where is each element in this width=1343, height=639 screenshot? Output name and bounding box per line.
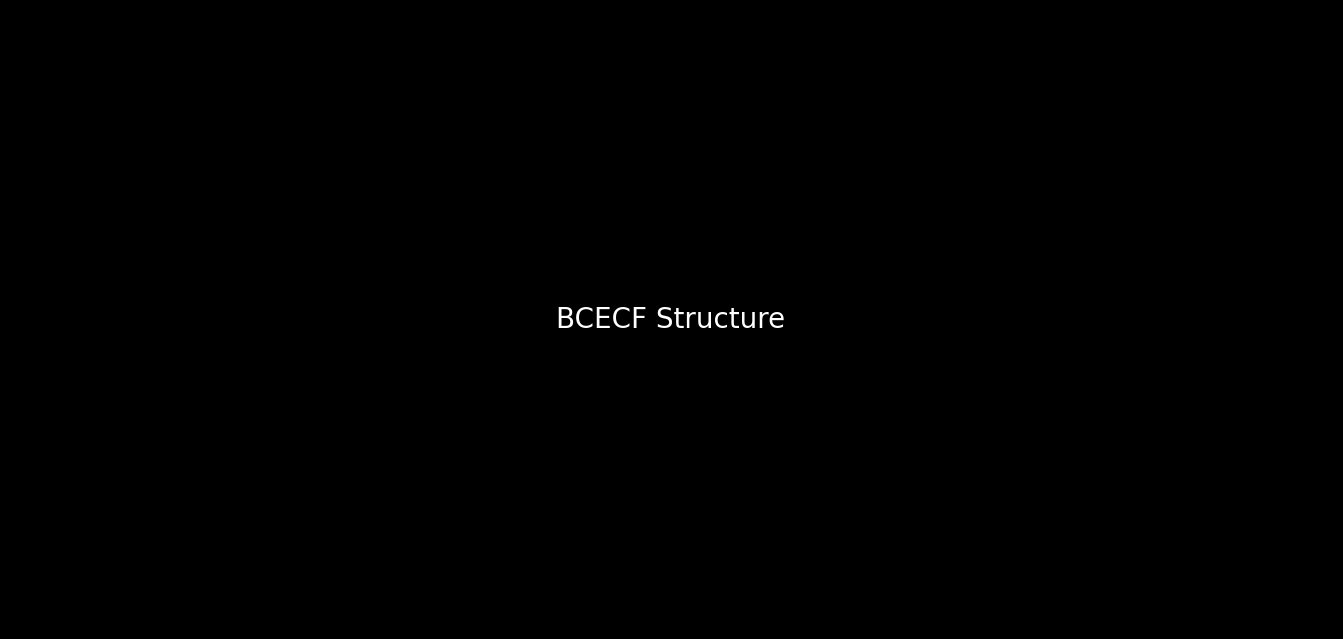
Text: BCECF Structure: BCECF Structure: [556, 306, 786, 334]
